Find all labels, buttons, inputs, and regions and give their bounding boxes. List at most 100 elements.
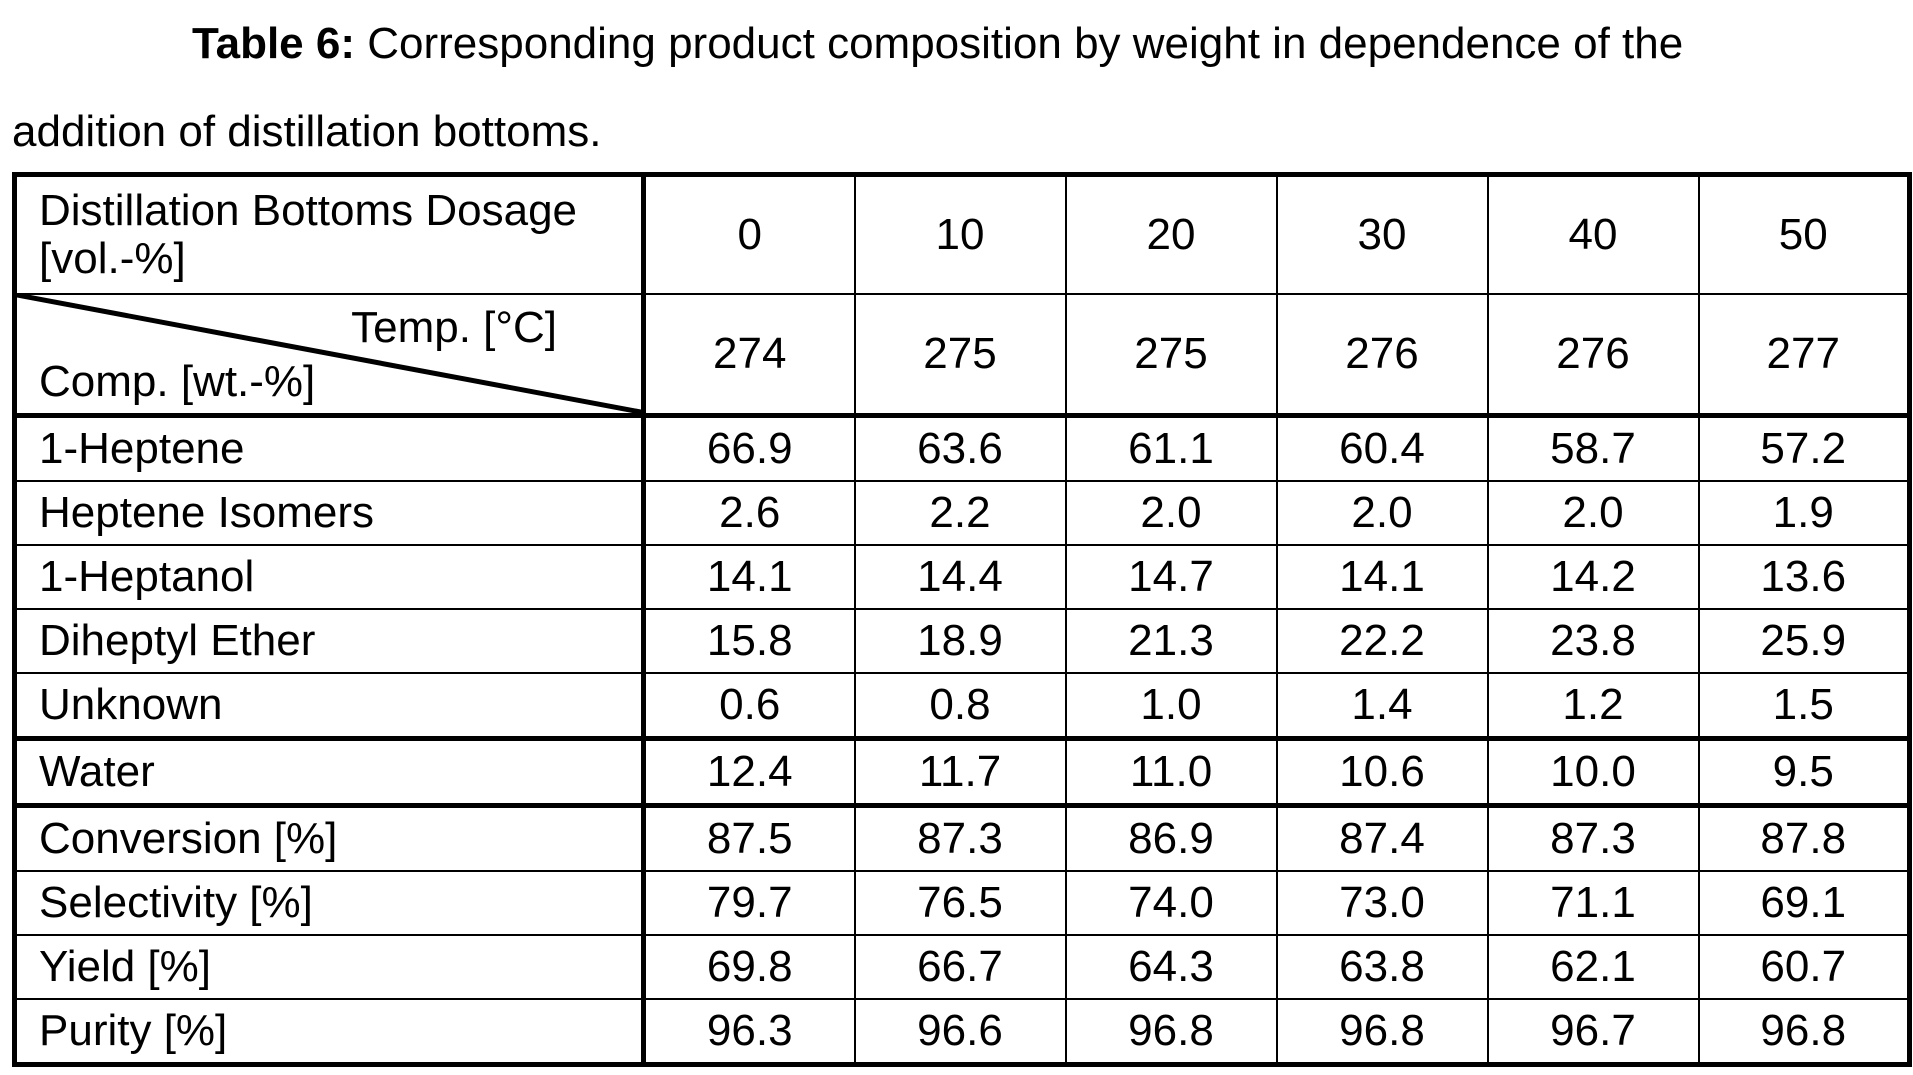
value-cell: 96.6 [855, 999, 1066, 1065]
table-row: 1-Heptanol14.114.414.714.114.213.6 [15, 545, 1910, 609]
caption-text-1: Corresponding product composition by wei… [355, 19, 1683, 68]
value-cell: 63.6 [855, 416, 1066, 482]
table-row: Diheptyl Ether15.818.921.322.223.825.9 [15, 609, 1910, 673]
value-cell: 96.8 [1066, 999, 1277, 1065]
temp-cell: 276 [1277, 294, 1488, 416]
value-cell: 79.7 [644, 871, 855, 935]
value-cell: 2.2 [855, 481, 1066, 545]
value-cell: 11.7 [855, 739, 1066, 806]
value-cell: 1.4 [1277, 673, 1488, 739]
table-row: Water12.411.711.010.610.09.5 [15, 739, 1910, 806]
value-cell: 25.9 [1699, 609, 1910, 673]
dosage-cell: 0 [644, 175, 855, 295]
row-label: Water [15, 739, 644, 806]
value-cell: 96.8 [1277, 999, 1488, 1065]
value-cell: 10.0 [1488, 739, 1699, 806]
value-cell: 2.6 [644, 481, 855, 545]
diagonal-header-cell: Temp. [°C] Comp. [wt.-%] [15, 294, 644, 416]
value-cell: 69.8 [644, 935, 855, 999]
row-label: Heptene Isomers [15, 481, 644, 545]
table-row: Unknown0.60.81.01.41.21.5 [15, 673, 1910, 739]
row-label: 1-Heptene [15, 416, 644, 482]
value-cell: 87.3 [855, 806, 1066, 872]
dosage-row: Distillation Bottoms Dosage [vol.-%] 0 1… [15, 175, 1910, 295]
dosage-cell: 40 [1488, 175, 1699, 295]
value-cell: 96.7 [1488, 999, 1699, 1065]
value-cell: 13.6 [1699, 545, 1910, 609]
dosage-cell: 20 [1066, 175, 1277, 295]
value-cell: 64.3 [1066, 935, 1277, 999]
value-cell: 14.7 [1066, 545, 1277, 609]
value-cell: 1.0 [1066, 673, 1277, 739]
table-row: Conversion [%]87.587.386.987.487.387.8 [15, 806, 1910, 872]
value-cell: 21.3 [1066, 609, 1277, 673]
value-cell: 9.5 [1699, 739, 1910, 806]
value-cell: 62.1 [1488, 935, 1699, 999]
temp-cell: 275 [1066, 294, 1277, 416]
value-cell: 12.4 [644, 739, 855, 806]
temp-cell: 275 [855, 294, 1066, 416]
temp-cell: 277 [1699, 294, 1910, 416]
value-cell: 0.8 [855, 673, 1066, 739]
value-cell: 22.2 [1277, 609, 1488, 673]
value-cell: 63.8 [1277, 935, 1488, 999]
value-cell: 60.7 [1699, 935, 1910, 999]
temperature-row: Temp. [°C] Comp. [wt.-%] 274 275 275 276… [15, 294, 1910, 416]
row-label: Unknown [15, 673, 644, 739]
row-label: Yield [%] [15, 935, 644, 999]
value-cell: 73.0 [1277, 871, 1488, 935]
row-label: Diheptyl Ether [15, 609, 644, 673]
dosage-cell: 30 [1277, 175, 1488, 295]
value-cell: 87.4 [1277, 806, 1488, 872]
value-cell: 69.1 [1699, 871, 1910, 935]
caption-label: Table 6: [192, 19, 355, 68]
row-label: Selectivity [%] [15, 871, 644, 935]
value-cell: 0.6 [644, 673, 855, 739]
table-row: 1-Heptene66.963.661.160.458.757.2 [15, 416, 1910, 482]
value-cell: 2.0 [1488, 481, 1699, 545]
temp-cell: 274 [644, 294, 855, 416]
temp-cell: 276 [1488, 294, 1699, 416]
dosage-header: Distillation Bottoms Dosage [vol.-%] [15, 175, 644, 295]
row-label: Purity [%] [15, 999, 644, 1065]
table-caption: Table 6: Corresponding product compositi… [12, 0, 1902, 176]
value-cell: 96.8 [1699, 999, 1910, 1065]
value-cell: 1.2 [1488, 673, 1699, 739]
value-cell: 86.9 [1066, 806, 1277, 872]
value-cell: 14.1 [1277, 545, 1488, 609]
value-cell: 15.8 [644, 609, 855, 673]
value-cell: 1.5 [1699, 673, 1910, 739]
value-cell: 96.3 [644, 999, 855, 1065]
dosage-cell: 50 [1699, 175, 1910, 295]
table-row: Yield [%]69.866.764.363.862.160.7 [15, 935, 1910, 999]
value-cell: 60.4 [1277, 416, 1488, 482]
comp-label: Comp. [wt.-%] [39, 357, 315, 407]
value-cell: 61.1 [1066, 416, 1277, 482]
value-cell: 14.1 [644, 545, 855, 609]
dosage-cell: 10 [855, 175, 1066, 295]
row-label: 1-Heptanol [15, 545, 644, 609]
caption-line-1: Table 6: Corresponding product compositi… [12, 0, 1902, 88]
value-cell: 14.2 [1488, 545, 1699, 609]
value-cell: 66.9 [644, 416, 855, 482]
value-cell: 57.2 [1699, 416, 1910, 482]
value-cell: 18.9 [855, 609, 1066, 673]
table-row: Purity [%]96.396.696.896.896.796.8 [15, 999, 1910, 1065]
value-cell: 76.5 [855, 871, 1066, 935]
row-label: Conversion [%] [15, 806, 644, 872]
value-cell: 1.9 [1699, 481, 1910, 545]
value-cell: 66.7 [855, 935, 1066, 999]
temp-label: Temp. [°C] [351, 303, 557, 353]
value-cell: 58.7 [1488, 416, 1699, 482]
value-cell: 74.0 [1066, 871, 1277, 935]
value-cell: 11.0 [1066, 739, 1277, 806]
table-row: Selectivity [%]79.776.574.073.071.169.1 [15, 871, 1910, 935]
table-row: Heptene Isomers2.62.22.02.02.01.9 [15, 481, 1910, 545]
value-cell: 87.8 [1699, 806, 1910, 872]
caption-line-2: addition of distillation bottoms. [12, 88, 1902, 176]
value-cell: 14.4 [855, 545, 1066, 609]
value-cell: 23.8 [1488, 609, 1699, 673]
value-cell: 2.0 [1066, 481, 1277, 545]
composition-table: Distillation Bottoms Dosage [vol.-%] 0 1… [12, 172, 1912, 1067]
value-cell: 2.0 [1277, 481, 1488, 545]
